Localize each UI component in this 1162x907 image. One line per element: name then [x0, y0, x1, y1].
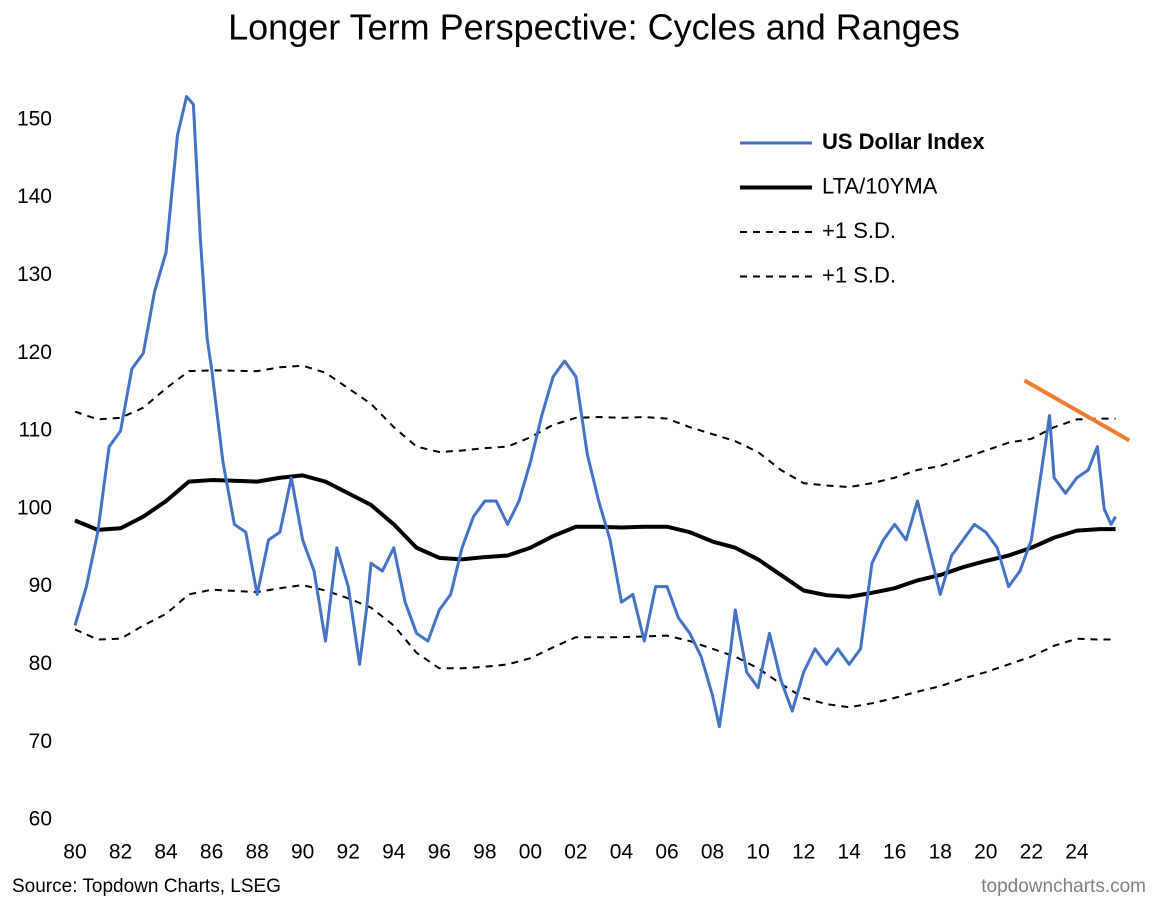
series-line [74, 584, 1116, 709]
x-tick-label: 80 [63, 841, 86, 864]
x-tick-label: 92 [337, 841, 360, 864]
y-tick-label: 100 [17, 496, 52, 519]
legend-label: LTA/10YMA [822, 173, 938, 198]
y-tick-label: 80 [29, 652, 52, 675]
y-tick-label: 60 [29, 808, 52, 831]
y-tick-label: 110 [19, 419, 52, 442]
x-tick-label: 24 [1065, 841, 1089, 864]
x-tick-label: 02 [564, 841, 587, 864]
x-tick-label: 90 [291, 841, 314, 864]
x-tick-label: 86 [200, 841, 223, 864]
legend-label: US Dollar Index [822, 129, 985, 154]
series-line [74, 473, 1116, 599]
y-tick-label: 150 [17, 107, 52, 130]
x-tick-label: 18 [929, 841, 952, 864]
x-tick-label: 10 [746, 841, 769, 864]
trend-line [1023, 378, 1131, 443]
x-tick-label: 16 [883, 841, 906, 864]
series-line [73, 95, 1117, 729]
source-note: Source: Topdown Charts, LSEG [12, 876, 281, 897]
legend-label: +1 S.D. [822, 218, 896, 243]
x-tick-label: 88 [245, 841, 268, 864]
x-tick-label: 96 [428, 841, 451, 864]
y-tick-label: 140 [17, 185, 52, 208]
y-tick-label: 130 [17, 263, 52, 286]
x-tick-label: 04 [610, 841, 634, 864]
x-tick-label: 84 [154, 841, 178, 864]
y-tick-label: 120 [17, 341, 52, 364]
x-tick-label: 98 [473, 841, 496, 864]
credit: topdowncharts.com [981, 876, 1146, 897]
x-tick-label: 82 [109, 841, 132, 864]
x-tick-label: 06 [655, 841, 678, 864]
series-line [74, 364, 1116, 489]
x-tick-label: 08 [701, 841, 724, 864]
legend-label: +1 S.D. [822, 262, 896, 287]
x-tick-label: 14 [837, 841, 861, 864]
y-tick-label: 90 [29, 574, 52, 597]
y-tick-label: 70 [29, 730, 52, 753]
x-tick-label: 22 [1020, 841, 1043, 864]
chart-title: Longer Term Perspective: Cycles and Rang… [228, 7, 960, 48]
x-tick-label: 00 [519, 841, 542, 864]
x-tick-label: 20 [974, 841, 997, 864]
x-tick-label: 12 [792, 841, 815, 864]
x-tick-label: 94 [382, 841, 406, 864]
